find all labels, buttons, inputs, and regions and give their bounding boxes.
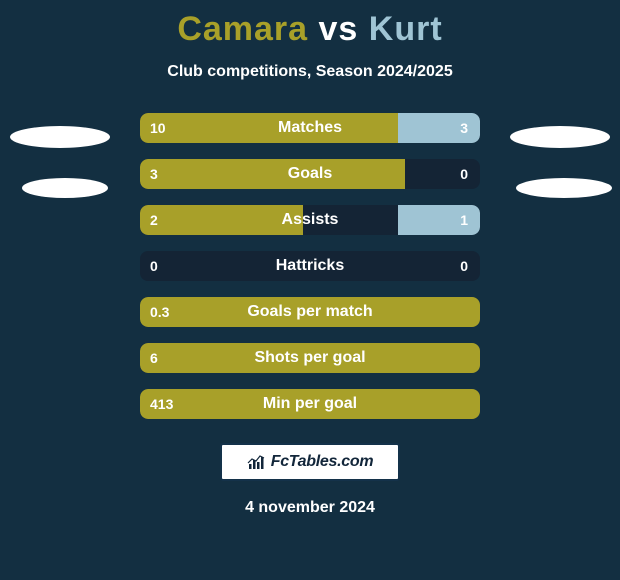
vs-label: vs (319, 10, 359, 48)
stat-label: Hattricks (140, 251, 480, 281)
stat-label: Goals per match (140, 297, 480, 327)
stat-row: 21Assists (0, 205, 620, 235)
stat-label: Matches (140, 113, 480, 143)
badge-text: FcTables.com (271, 453, 374, 471)
player1-name: Camara (177, 10, 308, 48)
stat-label: Assists (140, 205, 480, 235)
stat-label: Goals (140, 159, 480, 189)
stat-row: 00Hattricks (0, 251, 620, 281)
player2-name: Kurt (369, 10, 443, 48)
stat-row: 30Goals (0, 159, 620, 189)
chart-icon (247, 453, 265, 471)
stat-label: Shots per goal (140, 343, 480, 373)
stat-label: Min per goal (140, 389, 480, 419)
stat-row: 413Min per goal (0, 389, 620, 419)
date-label: 4 november 2024 (0, 499, 620, 517)
subtitle: Club competitions, Season 2024/2025 (0, 63, 620, 81)
comparison-title: Camara vs Kurt (0, 0, 620, 49)
stat-row: 103Matches (0, 113, 620, 143)
stats-bars-container: 103Matches 30Goals 21Assists 00Hattricks 0.3… (0, 113, 620, 419)
source-badge: FcTables.com (220, 443, 400, 481)
stat-row: 0.3Goals per match (0, 297, 620, 327)
stat-row: 6Shots per goal (0, 343, 620, 373)
